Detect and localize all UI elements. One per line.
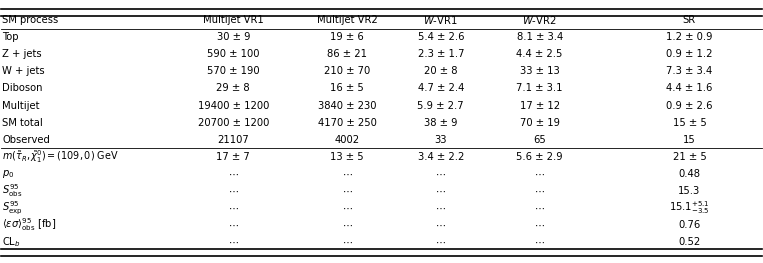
Text: SM total: SM total	[2, 118, 43, 128]
Text: $\cdots$: $\cdots$	[342, 186, 353, 196]
Text: Multijet: Multijet	[2, 100, 40, 110]
Text: 19 ± 6: 19 ± 6	[330, 32, 364, 42]
Text: $S^{95}_{\mathrm{exp}}$: $S^{95}_{\mathrm{exp}}$	[2, 199, 23, 216]
Text: 17 ± 12: 17 ± 12	[520, 100, 560, 110]
Text: 33 ± 13: 33 ± 13	[520, 67, 559, 77]
Text: 65: 65	[533, 135, 546, 145]
Text: Multijet VR2: Multijet VR2	[317, 15, 378, 25]
Text: 21 ± 5: 21 ± 5	[672, 152, 707, 162]
Text: 15.3: 15.3	[678, 186, 700, 196]
Text: $\cdots$: $\cdots$	[342, 220, 353, 230]
Text: 0.9 ± 1.2: 0.9 ± 1.2	[666, 49, 713, 59]
Text: 3840 ± 230: 3840 ± 230	[318, 100, 376, 110]
Text: 70 ± 19: 70 ± 19	[520, 118, 559, 128]
Text: 2.3 ± 1.7: 2.3 ± 1.7	[417, 49, 464, 59]
Text: $\cdots$: $\cdots$	[436, 237, 446, 247]
Text: $\cdots$: $\cdots$	[342, 237, 353, 247]
Text: SM process: SM process	[2, 15, 59, 25]
Text: $\cdots$: $\cdots$	[228, 203, 239, 213]
Text: $m(\tilde{\tau}_R, \tilde{\chi}^0_1) = (109, 0)$ GeV: $m(\tilde{\tau}_R, \tilde{\chi}^0_1) = (…	[2, 148, 119, 165]
Text: $\cdots$: $\cdots$	[436, 203, 446, 213]
Text: 19400 ± 1200: 19400 ± 1200	[198, 100, 269, 110]
Text: $\cdots$: $\cdots$	[342, 169, 353, 179]
Text: $\cdots$: $\cdots$	[436, 220, 446, 230]
Text: SR: SR	[683, 15, 696, 25]
Text: 30 ± 9: 30 ± 9	[217, 32, 250, 42]
Text: 590 ± 100: 590 ± 100	[207, 49, 259, 59]
Text: W + jets: W + jets	[2, 67, 45, 77]
Text: $\cdots$: $\cdots$	[228, 186, 239, 196]
Text: 4.7 ± 2.4: 4.7 ± 2.4	[417, 83, 464, 93]
Text: $\langle\epsilon\sigma\rangle^{95}_{\mathrm{obs}}$ [fb]: $\langle\epsilon\sigma\rangle^{95}_{\mat…	[2, 216, 56, 233]
Text: $S^{95}_{\mathrm{obs}}$: $S^{95}_{\mathrm{obs}}$	[2, 182, 22, 199]
Text: 21107: 21107	[217, 135, 250, 145]
Text: 13 ± 5: 13 ± 5	[330, 152, 364, 162]
Text: $\cdots$: $\cdots$	[534, 203, 545, 213]
Text: $\cdots$: $\cdots$	[228, 237, 239, 247]
Text: 17 ± 7: 17 ± 7	[217, 152, 250, 162]
Text: 4170 ± 250: 4170 ± 250	[318, 118, 377, 128]
Text: 15 ± 5: 15 ± 5	[672, 118, 707, 128]
Text: $\cdots$: $\cdots$	[342, 203, 353, 213]
Text: Observed: Observed	[2, 135, 50, 145]
Text: Top: Top	[2, 32, 18, 42]
Text: 15: 15	[683, 135, 696, 145]
Text: 0.9 ± 2.6: 0.9 ± 2.6	[666, 100, 713, 110]
Text: 5.9 ± 2.7: 5.9 ± 2.7	[417, 100, 464, 110]
Text: $W$-VR1: $W$-VR1	[423, 14, 458, 26]
Text: 0.48: 0.48	[678, 169, 700, 179]
Text: $\mathrm{CL}_b$: $\mathrm{CL}_b$	[2, 235, 21, 249]
Text: $\cdots$: $\cdots$	[534, 186, 545, 196]
Text: 0.52: 0.52	[678, 237, 700, 247]
Text: $\cdots$: $\cdots$	[534, 169, 545, 179]
Text: 1.2 ± 0.9: 1.2 ± 0.9	[666, 32, 713, 42]
Text: 210 ± 70: 210 ± 70	[324, 67, 370, 77]
Text: 570 ± 190: 570 ± 190	[207, 67, 259, 77]
Text: 3.4 ± 2.2: 3.4 ± 2.2	[417, 152, 464, 162]
Text: $\cdots$: $\cdots$	[534, 237, 545, 247]
Text: 7.1 ± 3.1: 7.1 ± 3.1	[517, 83, 563, 93]
Text: 86 ± 21: 86 ± 21	[327, 49, 367, 59]
Text: 8.1 ± 3.4: 8.1 ± 3.4	[517, 32, 563, 42]
Text: 4.4 ± 2.5: 4.4 ± 2.5	[517, 49, 563, 59]
Text: Diboson: Diboson	[2, 83, 43, 93]
Text: $\cdots$: $\cdots$	[228, 220, 239, 230]
Text: 5.4 ± 2.6: 5.4 ± 2.6	[417, 32, 464, 42]
Text: 5.6 ± 2.9: 5.6 ± 2.9	[517, 152, 563, 162]
Text: 4002: 4002	[335, 135, 360, 145]
Text: Z + jets: Z + jets	[2, 49, 42, 59]
Text: $15.1^{+5.1}_{-3.5}$: $15.1^{+5.1}_{-3.5}$	[669, 199, 710, 216]
Text: $\cdots$: $\cdots$	[534, 220, 545, 230]
Text: 0.76: 0.76	[678, 220, 700, 230]
Text: 4.4 ± 1.6: 4.4 ± 1.6	[666, 83, 713, 93]
Text: $\cdots$: $\cdots$	[436, 186, 446, 196]
Text: 16 ± 5: 16 ± 5	[330, 83, 364, 93]
Text: 33: 33	[435, 135, 447, 145]
Text: 20700 ± 1200: 20700 ± 1200	[198, 118, 269, 128]
Text: 38 ± 9: 38 ± 9	[424, 118, 458, 128]
Text: 7.3 ± 3.4: 7.3 ± 3.4	[666, 67, 713, 77]
Text: 20 ± 8: 20 ± 8	[424, 67, 458, 77]
Text: 29 ± 8: 29 ± 8	[217, 83, 250, 93]
Text: Multijet VR1: Multijet VR1	[203, 15, 264, 25]
Text: $\cdots$: $\cdots$	[436, 169, 446, 179]
Text: $W$-VR2: $W$-VR2	[523, 14, 557, 26]
Text: $\cdots$: $\cdots$	[228, 169, 239, 179]
Text: $p_0$: $p_0$	[2, 168, 14, 180]
